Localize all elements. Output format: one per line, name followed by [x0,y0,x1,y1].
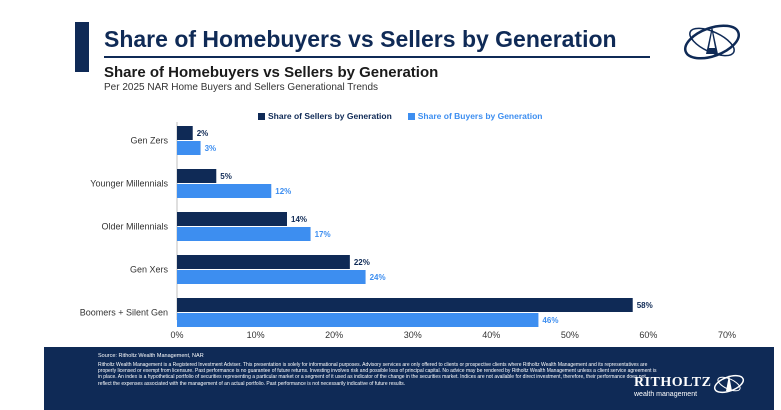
footer-disclaimer-panel: Source: Ritholtz Wealth Management, NAR … [44,347,774,410]
data-label-sellers: 58% [637,301,653,310]
category-label: Younger Millennials [90,179,168,189]
title-accent-bar [75,22,89,72]
legend-item-buyers: Share of Buyers by Generation [407,111,543,121]
chart-subtitle: Per 2025 NAR Home Buyers and Sellers Gen… [104,82,379,93]
footer-logo-text: RITHOLTZ [634,375,712,390]
x-tick-label: 30% [404,330,422,340]
x-tick-label: 60% [639,330,657,340]
category-label: Gen Xers [130,265,169,275]
data-label-sellers: 14% [291,215,307,224]
x-tick-label: 70% [718,330,736,340]
data-label-buyers: 24% [370,273,386,282]
page-title: Share of Homebuyers vs Sellers by Genera… [104,26,617,52]
legend-label-buyers: Share of Buyers by Generation [417,111,543,121]
bar-sellers [177,255,350,269]
ritholtz-emblem-icon [684,24,740,60]
x-tick-label: 50% [561,330,579,340]
footer-logo-subtext: wealth management [634,391,698,398]
legend-label-sellers: Share of Sellers by Generation [268,111,392,121]
x-tick-label: 40% [482,330,500,340]
bar-sellers [177,212,287,226]
data-label-buyers: 3% [205,144,217,153]
footer-source: Source: Ritholtz Wealth Management, NAR [98,353,204,359]
data-label-buyers: 46% [542,316,558,325]
category-label: Older Millennials [101,222,168,232]
data-label-buyers: 12% [275,187,291,196]
bar-buyers [177,141,201,155]
data-label-sellers: 5% [220,172,232,181]
footer-disclaimer-text: Ritholtz Wealth Management is a Register… [98,362,657,387]
legend-swatch-sellers [258,112,265,120]
footer-emblem-icon [713,374,745,394]
bar-buyers [177,313,539,327]
legend-item-sellers: Share of Sellers by Generation [258,111,392,121]
bar-sellers [177,126,193,140]
legend-swatch-buyers [407,112,415,120]
bar-buyers [177,270,366,284]
bar-buyers [177,227,311,241]
data-label-buyers: 17% [315,230,331,239]
bar-chart: Gen Zers 2% 3% Younger Millennials 5% 12% Olde… [80,122,736,340]
data-label-sellers: 2% [197,129,209,138]
chart-title: Share of Homebuyers vs Sellers by Genera… [104,64,439,81]
bar-buyers [177,184,272,198]
data-label-sellers: 22% [354,258,370,267]
x-tick-label: 10% [247,330,265,340]
bar-sellers [177,169,217,183]
x-tick-label: 20% [325,330,343,340]
bar-sellers [177,298,633,312]
category-label: Gen Zers [130,136,168,146]
chart-legend: Share of Sellers by Generation Share of … [258,111,542,121]
category-label: Boomers + Silent Gen [80,308,168,318]
title-underline [104,56,650,58]
x-tick-label: 0% [170,330,183,340]
